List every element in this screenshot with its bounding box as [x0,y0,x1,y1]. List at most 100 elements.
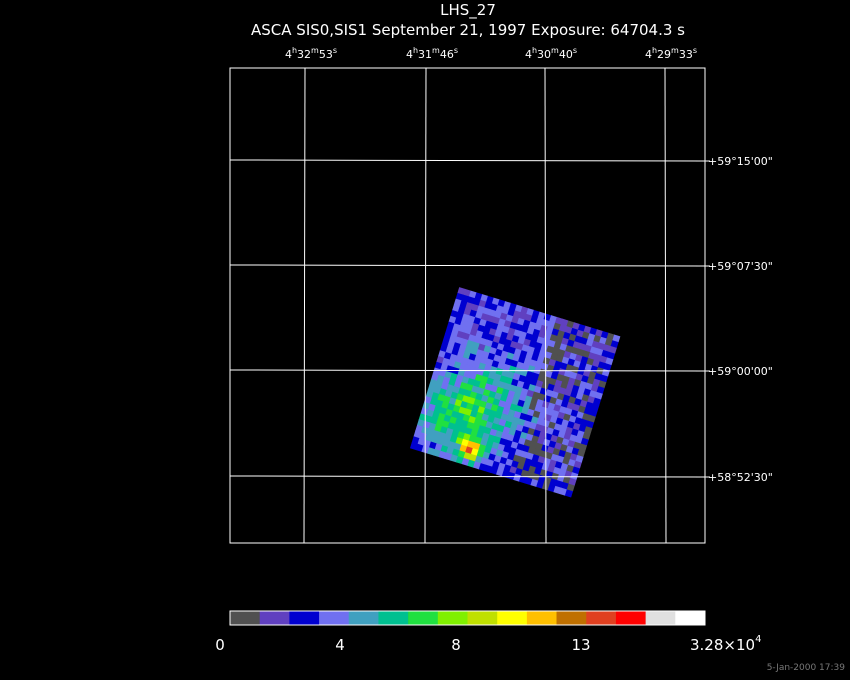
pixel [504,358,513,367]
colorbar-segment [497,611,528,625]
pixel [534,423,543,432]
pixel [442,439,451,448]
pixel [570,327,579,337]
pixel [493,436,502,445]
ra-grid-line [303,67,306,544]
pixel [450,329,459,338]
pixel [538,431,547,440]
pixel [473,417,483,426]
pixel [511,335,520,344]
pixel [532,347,541,356]
dec-grid-line [229,369,706,372]
pixel [473,336,482,345]
pixel [447,359,456,368]
pixel [435,399,444,408]
pixel [455,374,464,383]
pixel [497,362,506,371]
pixel [526,408,535,417]
pixel [454,336,463,345]
pixel [551,347,560,356]
pixel [479,400,488,409]
pixel [587,414,596,423]
pixel [589,346,598,355]
pixel [528,340,538,349]
pixel [521,344,530,353]
pixel [534,342,543,351]
pixel [595,329,604,338]
pixel [478,381,487,390]
pixel [530,397,539,406]
pixel [563,369,572,378]
pixel [579,399,588,408]
pixel [513,410,522,420]
pixel [576,348,585,357]
pixel [506,433,515,443]
pixel [485,440,494,449]
pixel [538,330,547,339]
pixel [585,338,594,348]
pixel [554,379,563,388]
pixel [536,417,545,427]
pixel [457,287,466,296]
pixel [547,465,556,474]
pixel [475,330,484,339]
pixel [491,379,501,388]
pixel [486,295,495,304]
pixel [487,371,497,380]
colorbar-label: 0 [215,636,225,654]
pixel [417,438,426,447]
pixel [551,391,560,400]
pixel [581,331,590,340]
pixel [514,386,523,395]
pixel [498,418,507,428]
pixel [434,380,444,389]
subtitle: ASCA SIS0,SIS1 September 21, 1997 Exposu… [251,21,685,39]
dec-grid-line [229,475,706,478]
pixel [531,435,540,444]
colorbar-max-base: 3.28×10 [690,636,755,654]
pixel [554,316,563,326]
pixel [545,326,554,335]
pixel [484,445,493,454]
pixel [578,361,587,371]
pixel [538,412,547,421]
colorbar-segment [615,611,646,625]
pixel [554,360,563,369]
pixel [583,388,592,397]
pixel [581,375,590,384]
pixel [593,334,602,344]
pixel [515,467,524,476]
pixel [554,461,563,470]
pixel [413,430,422,439]
pixel [564,388,573,397]
pixel [568,333,577,342]
pixel [474,455,483,464]
pixel [510,378,519,387]
title: LHS_27 [440,1,496,20]
pixel [422,401,431,410]
pixel [489,347,498,356]
pixel [577,386,586,395]
pixel [575,454,584,464]
pixel [457,349,466,358]
pixel [496,343,505,352]
pixel [496,424,505,433]
pixel [486,333,496,342]
pixel [469,309,478,318]
ra-grid-line [424,67,427,544]
pixel [516,380,525,389]
pixel [553,485,562,495]
pixel [415,443,424,452]
pixel [527,446,536,455]
pixel [573,360,582,369]
ra-label-part: 4 [406,48,413,61]
pixel [483,345,492,354]
pixel [509,384,518,393]
pixel [520,450,529,459]
pixel [513,329,522,338]
pixel [492,316,501,325]
pixel [550,453,559,462]
pixel [487,415,496,424]
pixel [505,333,515,342]
